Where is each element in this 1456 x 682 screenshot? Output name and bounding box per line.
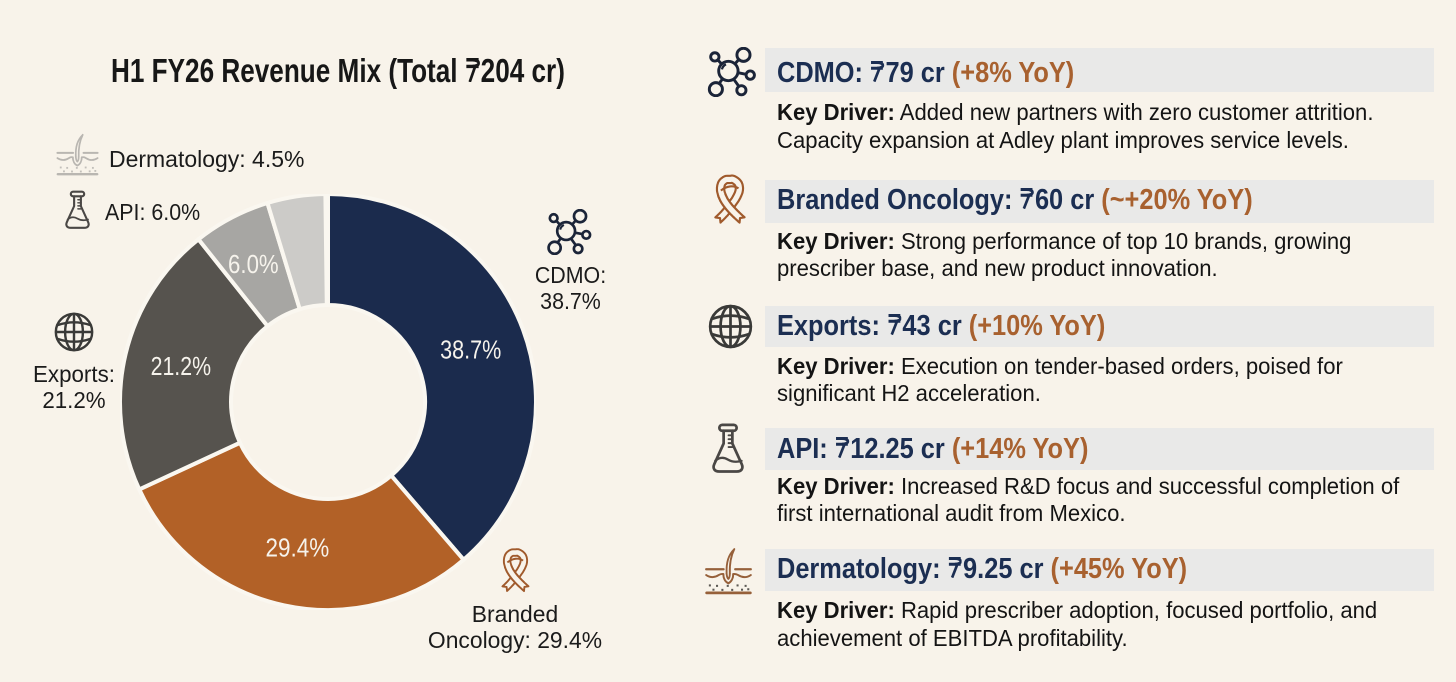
svg-text:21.2%: 21.2% (151, 352, 211, 382)
svg-text:38.7%: 38.7% (440, 336, 501, 365)
svg-text:6.0%: 6.0% (228, 250, 279, 279)
svg-text:29.4%: 29.4% (266, 534, 330, 563)
